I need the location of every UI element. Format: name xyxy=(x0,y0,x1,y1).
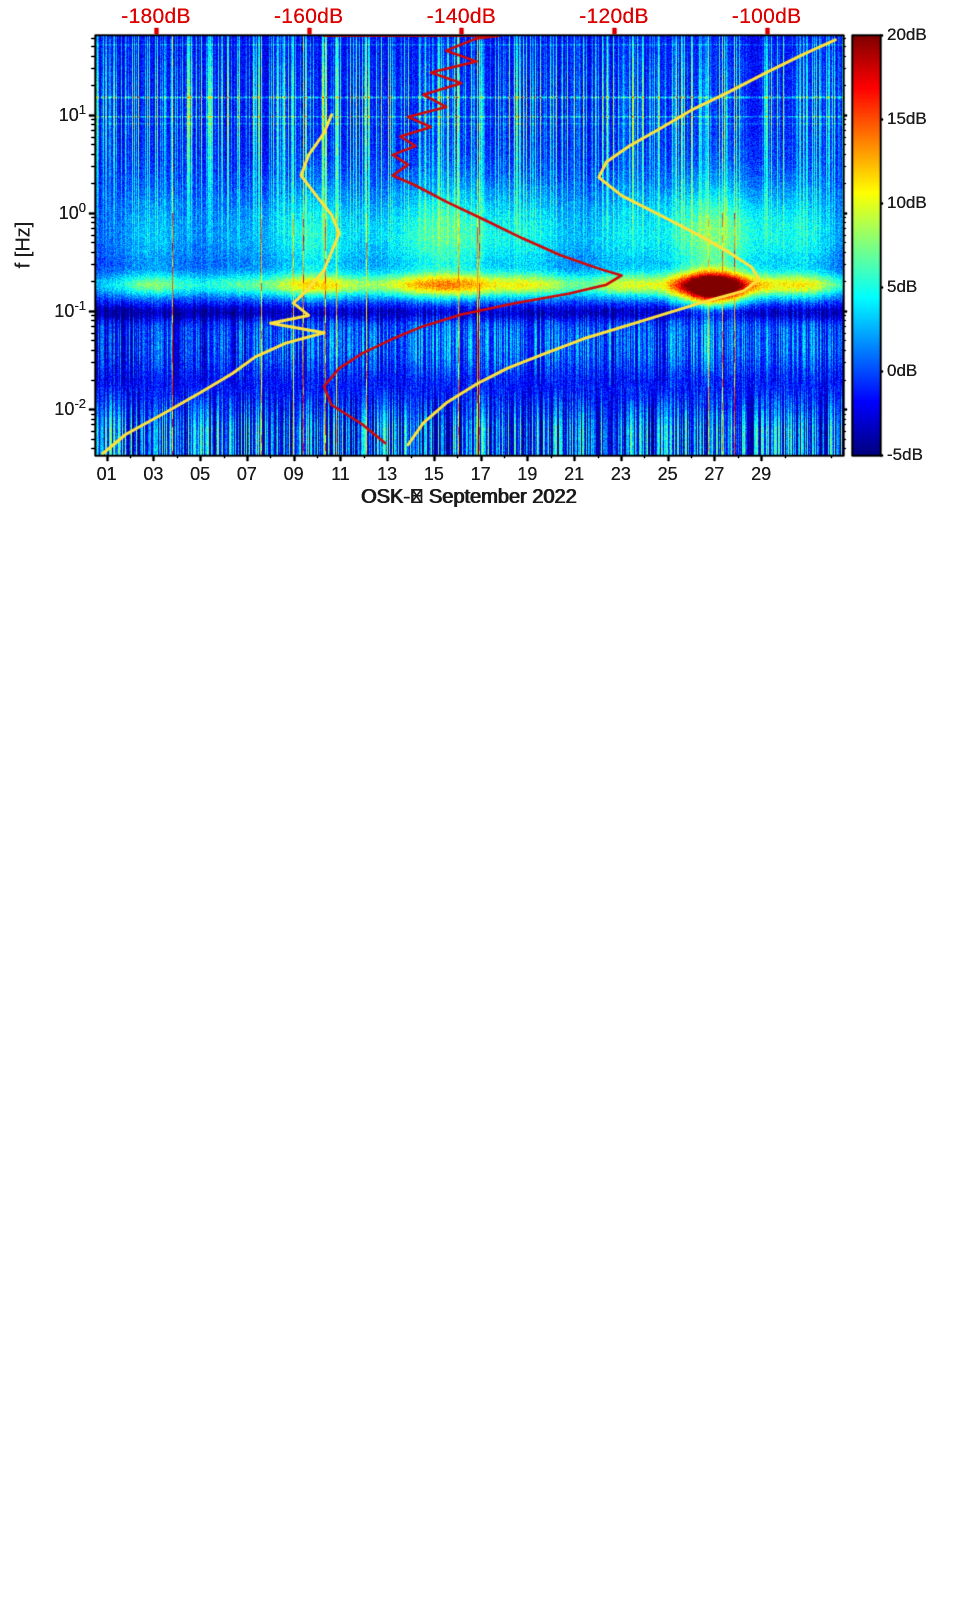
spectrogram-canvas xyxy=(0,0,962,533)
x-axis-title: OSK-Z September 2022 xyxy=(361,486,577,508)
y-axis-label: f [Hz] xyxy=(12,221,35,269)
spectrogram-panel-osk-z: -180dB -160dB -140dB -120dB -100dB 101 100 10-… xyxy=(0,0,962,533)
